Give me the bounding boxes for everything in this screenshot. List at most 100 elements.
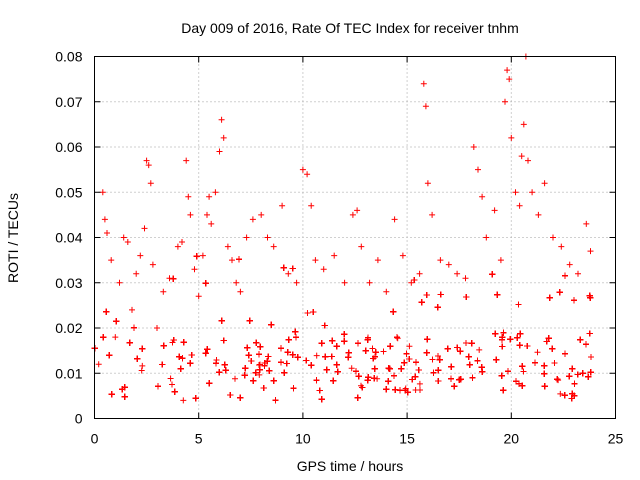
data-point bbox=[138, 367, 145, 374]
data-point bbox=[204, 211, 210, 218]
data-point bbox=[383, 288, 390, 295]
data-point bbox=[512, 189, 519, 196]
data-point bbox=[137, 252, 144, 259]
data-point bbox=[191, 266, 198, 273]
data-point bbox=[483, 234, 490, 241]
data-point bbox=[108, 257, 115, 264]
data-point bbox=[220, 134, 227, 141]
data-point bbox=[243, 234, 250, 241]
data-point bbox=[285, 270, 292, 277]
data-point bbox=[437, 257, 444, 264]
data-point bbox=[420, 80, 427, 87]
data-point bbox=[160, 288, 167, 295]
data-point bbox=[429, 211, 436, 218]
data-point bbox=[558, 243, 565, 250]
data-point bbox=[535, 211, 542, 218]
data-point bbox=[264, 234, 271, 241]
data-point bbox=[256, 371, 263, 378]
data-point bbox=[237, 288, 244, 295]
grid-lines bbox=[94, 56, 616, 419]
data-point bbox=[99, 189, 106, 196]
data-point bbox=[454, 270, 461, 277]
data-point bbox=[185, 193, 192, 200]
data-point bbox=[587, 248, 594, 255]
data-point bbox=[525, 157, 531, 164]
data-point bbox=[341, 279, 348, 286]
data-point bbox=[195, 293, 202, 300]
data-point bbox=[504, 67, 511, 74]
data-point bbox=[391, 216, 398, 223]
data-point bbox=[174, 243, 181, 250]
data-point bbox=[120, 234, 127, 241]
data-point bbox=[154, 325, 160, 331]
data-point bbox=[557, 390, 564, 397]
data-point bbox=[279, 202, 286, 209]
data-point bbox=[312, 257, 319, 264]
data-point bbox=[308, 202, 315, 209]
data-point bbox=[218, 116, 225, 123]
data-point bbox=[183, 157, 190, 164]
data-point bbox=[516, 202, 523, 209]
data-point bbox=[479, 193, 486, 200]
data-point bbox=[566, 261, 573, 268]
data-point bbox=[529, 189, 536, 196]
data-point bbox=[101, 216, 108, 223]
data-point bbox=[506, 76, 513, 83]
data-point bbox=[476, 346, 483, 353]
data-point bbox=[313, 352, 320, 359]
data-points bbox=[91, 53, 594, 404]
data-point bbox=[116, 279, 123, 286]
data-point bbox=[258, 211, 265, 218]
data-point bbox=[555, 377, 562, 384]
data-point bbox=[124, 239, 131, 245]
data-point bbox=[270, 243, 277, 250]
data-point bbox=[112, 334, 119, 341]
data-point bbox=[408, 279, 415, 286]
data-point bbox=[520, 121, 527, 128]
data-point bbox=[299, 166, 306, 173]
data-point bbox=[104, 230, 110, 236]
data-point bbox=[167, 375, 174, 382]
data-point bbox=[550, 234, 556, 241]
data-point bbox=[475, 166, 481, 173]
data-point bbox=[416, 270, 423, 277]
data-point bbox=[133, 270, 140, 277]
data-point bbox=[399, 252, 406, 259]
data-point bbox=[470, 144, 477, 150]
data-point bbox=[180, 397, 187, 404]
data-point bbox=[394, 335, 401, 342]
data-point bbox=[304, 171, 311, 178]
data-point bbox=[187, 211, 194, 218]
data-point bbox=[129, 306, 135, 313]
data-point bbox=[229, 257, 235, 264]
data-point bbox=[366, 279, 373, 286]
data-point bbox=[212, 189, 219, 196]
data-point bbox=[143, 157, 150, 164]
data-point bbox=[208, 220, 215, 227]
data-point bbox=[232, 375, 238, 382]
data-point bbox=[139, 362, 146, 369]
data-point bbox=[349, 211, 356, 218]
data-point bbox=[462, 275, 469, 282]
data-point bbox=[445, 261, 452, 268]
data-point bbox=[508, 134, 515, 141]
data-point bbox=[354, 207, 361, 214]
data-point bbox=[422, 103, 429, 110]
data-point bbox=[147, 180, 154, 187]
data-point bbox=[95, 361, 102, 368]
data-point bbox=[348, 365, 355, 372]
data-point bbox=[249, 216, 256, 223]
data-point bbox=[380, 348, 387, 355]
data-point bbox=[502, 98, 508, 105]
data-point bbox=[224, 243, 231, 250]
data-point bbox=[216, 148, 223, 155]
chart-title: Day 009 of 2016, Rate Of TEC Index for r… bbox=[181, 20, 518, 36]
data-point bbox=[497, 257, 504, 264]
data-point bbox=[491, 207, 498, 214]
data-point bbox=[374, 257, 381, 264]
data-point bbox=[416, 380, 423, 387]
data-point bbox=[141, 225, 148, 232]
data-point bbox=[534, 349, 541, 356]
data-point bbox=[518, 153, 525, 160]
data-point bbox=[575, 270, 581, 277]
